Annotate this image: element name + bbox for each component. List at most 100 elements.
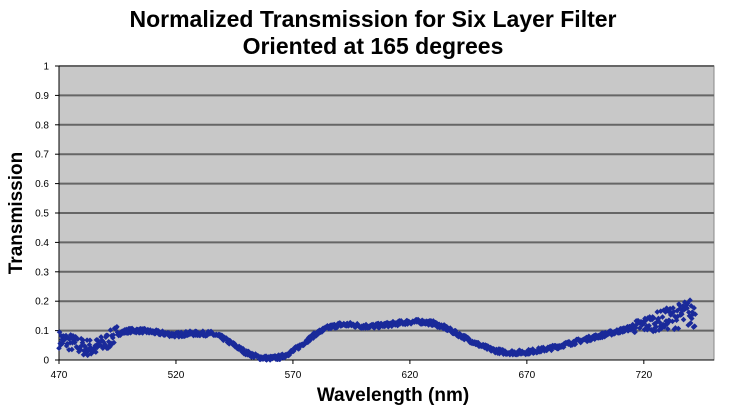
data-point [674,307,680,314]
x-tick-label: 720 [635,370,652,381]
data-point [669,318,676,325]
data-point [73,334,79,340]
data-point [652,328,659,334]
data-point [487,344,494,351]
data-point [371,325,378,331]
data-point [649,316,655,323]
x-tick-label: 470 [51,370,68,381]
data-point [226,341,232,347]
data-point [659,314,666,320]
data-point [315,330,322,337]
data-point [84,337,90,343]
data-point [79,339,86,346]
data-point [662,322,668,329]
data-point [94,344,100,351]
chart-title-line-1: Normalized Transmission for Six Layer Fi… [129,6,617,32]
y-tick-label: 0.4 [35,238,49,249]
data-point [679,311,685,318]
data-point [310,335,317,341]
data-point [80,337,86,343]
data-point [385,323,392,330]
data-point [526,350,533,357]
data-point [76,348,82,355]
data-point [650,328,656,335]
data-point [100,339,107,345]
y-tick-label: 0.6 [35,179,49,190]
data-point [286,352,293,358]
data-point [295,346,302,352]
data-point [687,297,693,304]
data-point [377,323,383,330]
data-point [674,313,681,320]
data-point [681,299,688,305]
data-point [133,329,139,336]
data-point [56,345,62,352]
data-point [204,331,211,338]
data-point [139,330,146,336]
data-point [114,323,120,330]
y-tick-label: 0 [43,356,49,367]
data-point [642,317,649,324]
data-point [572,341,579,347]
y-tick-label: 1 [43,62,49,73]
data-point [645,325,652,332]
data-point [657,308,664,314]
data-point [307,337,313,344]
data-point [277,355,284,362]
data-point [110,335,116,341]
y-tick-label: 0.2 [35,297,49,308]
y-tick-label: 0.1 [35,326,49,337]
x-tick-label: 620 [402,370,419,381]
data-point [629,325,635,331]
data-point [69,346,75,353]
data-point [219,332,225,339]
data-point [394,322,401,329]
data-point [305,339,311,345]
data-point [74,336,81,342]
data-point [673,317,680,323]
data-point [107,327,114,333]
data-point [152,330,159,337]
data-point [670,305,676,311]
data-point [686,313,693,319]
data-point [200,328,206,335]
data-point [511,349,518,355]
data-point [691,323,698,330]
data-point [87,337,93,344]
data-point [684,305,690,311]
data-point [57,342,64,348]
data-point [328,325,334,332]
data-point [666,318,673,325]
data-point [535,345,542,351]
data-point [617,330,623,336]
data-point [670,308,677,315]
data-point [625,327,632,334]
data-point [675,325,682,332]
data-point [634,321,640,328]
data-point [632,324,639,331]
data-point [653,324,659,330]
y-tick-label: 0.7 [35,150,49,161]
data-point [71,339,78,346]
data-point [83,345,89,352]
data-point [641,320,647,327]
data-point [64,340,70,347]
data-point [93,349,99,355]
data-point [646,322,652,329]
data-point [636,325,643,331]
data-point [109,340,116,347]
data-point [239,348,246,355]
data-point [181,333,188,340]
data-point [654,309,661,315]
data-point [183,328,189,335]
x-axis-label: Wavelength (nm) [316,385,470,406]
data-point [273,353,280,360]
data-point [381,323,388,330]
data-point [608,328,614,334]
data-point [691,305,697,311]
data-point [665,308,672,315]
data-point [430,318,437,324]
data-point [475,339,482,346]
data-point [555,345,562,352]
